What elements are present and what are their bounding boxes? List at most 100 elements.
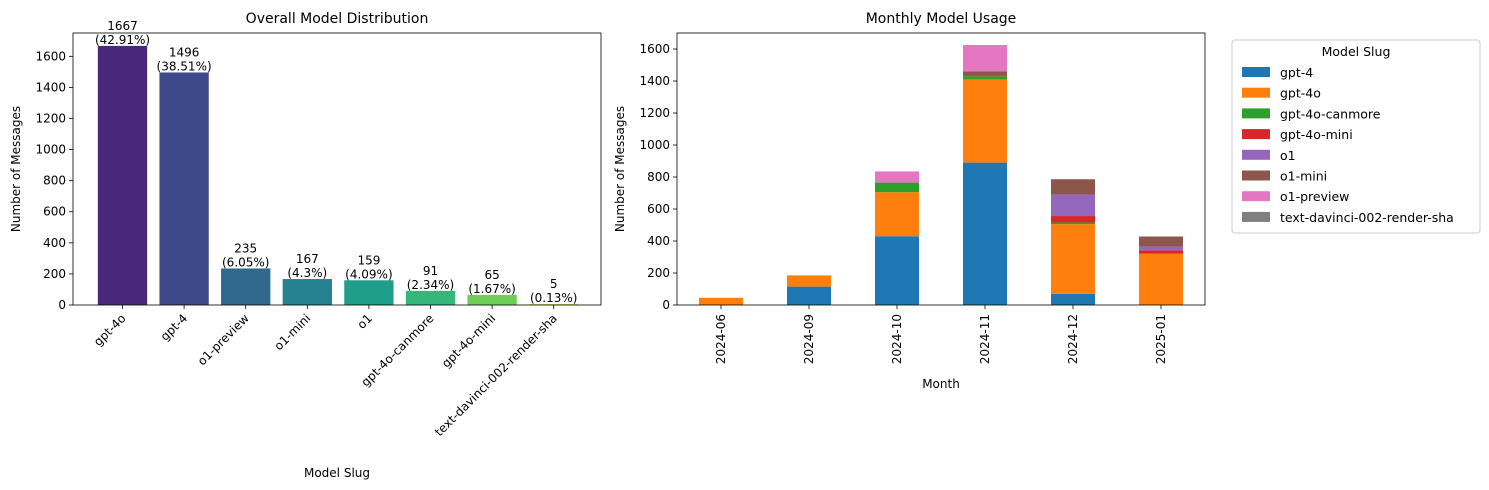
y-tick-label-1600: 1600 [35,49,66,63]
right-y-ticks: 0 200 400 600 800 1000 1200 1400 1600 [639,42,677,312]
legend-label-gpt-4o-canmore: gpt-4o-canmore [1280,106,1381,121]
percent-label-o1-mini: (4.3%) [287,266,327,280]
legend-box [1231,39,1481,234]
bar-o1-preview [221,268,271,305]
y-tick-label-400: 400 [43,236,66,250]
x-tick-label-gpt-4o: gpt-4o [91,311,129,349]
overall-distribution-chart: Overall Model Distribution 0 200 400 600 800… [9,11,602,480]
legend-label-o1-mini: o1-mini [1280,169,1327,184]
bar-segment-2024-12-gpt-4 [1051,293,1095,305]
bar-segment-2024-10-gpt-4 [875,236,919,305]
bar-segment-2025-01-o1-mini [1139,236,1183,247]
x-tick-label-text-davinci-002-render-sha: text-davinci-002-render-sha [432,311,560,439]
x-tick-label-2024-11: 2024-11 [978,314,992,364]
percent-label-o1-preview: (6.05%) [222,255,269,269]
value-label-o1: 159 [357,253,380,267]
y-tick-label-1200: 1200 [639,106,670,120]
y-tick-label-1000: 1000 [639,138,670,152]
right-y-axis-label: Number of Messages [613,106,627,232]
bar-gpt-4 [159,72,209,306]
y-tick-label-1400: 1400 [35,80,66,94]
legend-swatch-gpt-4 [1242,67,1270,77]
y-tick-label-800: 800 [43,174,66,188]
bar-segment-2024-12-gpt-4o-canmore [1051,222,1095,225]
bar-segment-2025-01-gpt-4o [1139,253,1183,305]
legend-title: Model Slug [1322,44,1391,59]
x-tick-label-2024-12: 2024-12 [1066,314,1080,364]
bar-segment-2024-12-gpt-4o-mini [1051,216,1095,223]
bar-segment-2024-10-gpt-4o-canmore [875,182,919,193]
left-chart-title: Overall Model Distribution [246,11,429,27]
legend-swatch-text-davinci-002-render-sha [1242,211,1270,222]
left-y-axis-label: Number of Messages [9,106,23,232]
legend-swatch-gpt-4o [1242,87,1270,98]
y-tick-label-0: 0 [58,298,66,312]
value-label-gpt-4: 1496 [169,45,200,59]
y-tick-label-1200: 1200 [35,111,66,125]
x-tick-label-o1-preview: o1-preview [195,311,252,368]
legend-swatch-gpt-4o-mini [1242,129,1270,140]
bar-segment-2024-09-gpt-4 [787,286,831,305]
y-tick-label-800: 800 [647,170,670,184]
legend: Model Slug gpt-4 gpt-4o gpt-4o-canmore gpt-… [1231,39,1481,234]
legend-items: gpt-4 gpt-4o gpt-4o-canmore gpt-4o-mini o1 o1… [1242,65,1454,225]
value-label-o1-mini: 167 [296,252,319,266]
x-tick-label-2024-10: 2024-10 [890,314,904,364]
legend-label-gpt-4o-mini: gpt-4o-mini [1280,127,1353,142]
y-tick-label-600: 600 [647,202,670,216]
legend-label-gpt-4: gpt-4 [1280,65,1313,80]
x-tick-label-gpt-4o-mini: gpt-4o-mini [439,311,498,370]
y-tick-label-1600: 1600 [639,42,670,56]
percent-label-text-davinci-002-render-sha: (0.13%) [530,291,577,305]
y-tick-label-200: 200 [647,266,670,280]
bar-segment-2024-11-gpt-4o [963,79,1007,163]
right-axes-frame [676,32,1206,306]
y-tick-label-400: 400 [647,234,670,248]
bar-segment-2024-10-o1-preview [875,171,919,183]
bar-segment-2024-11-gpt-4o-mini [963,75,1007,77]
value-label-gpt-4o-mini: 65 [484,268,499,282]
left-x-axis-label: Model Slug [304,466,370,480]
monthly-usage-chart: Monthly Model Usage 0 200 400 600 800 1000 120… [613,11,1206,391]
y-tick-label-200: 200 [43,267,66,281]
bar-o1-mini [282,279,332,305]
bar-segment-2025-01-gpt-4o-mini [1139,250,1183,254]
bar-gpt-4o [97,45,148,305]
value-label-text-davinci-002-render-sha: 5 [550,277,558,291]
left-bars [97,45,579,306]
bar-segment-2024-11-gpt-4 [963,162,1007,305]
bar-segment-2024-11-o1-preview [963,45,1007,72]
percent-label-gpt-4o: (42.91%) [95,33,150,47]
legend-label-o1-preview: o1-preview [1280,189,1349,204]
right-chart-title: Monthly Model Usage [866,11,1017,27]
bar-segment-2024-09-gpt-4o [787,275,831,287]
percent-label-gpt-4o-mini: (1.67%) [468,282,515,296]
bar-segment-2024-12-o1-mini [1051,179,1095,195]
bar-segment-2024-11-o1-mini [963,71,1007,76]
x-tick-label-o1-mini: o1-mini [272,311,314,353]
bar-gpt-4o-mini [467,294,517,305]
bar-segment-2024-12-gpt-4o [1051,224,1095,294]
x-tick-label-2025-01: 2025-01 [1154,314,1168,364]
right-x-ticks: 2024-06 2024-09 2024-10 2024-11 2024-12 2025-… [714,305,1168,364]
right-x-axis-label: Month [922,377,960,391]
x-tick-label-o1: o1 [355,311,375,331]
percent-label-o1: (4.09%) [345,267,392,281]
bar-segment-2024-06-gpt-4o [699,297,743,305]
y-tick-label-0: 0 [662,298,670,312]
right-bars [699,45,1183,305]
legend-label-gpt-4o: gpt-4o [1280,86,1321,101]
bar-segment-2025-01-o1 [1139,246,1183,251]
bar-segment-2024-12-o1 [1051,194,1095,217]
percent-label-gpt-4o-canmore: (2.34%) [407,278,454,292]
value-label-o1-preview: 235 [234,241,257,255]
left-axes-frame [72,32,602,306]
y-tick-label-1000: 1000 [35,143,66,157]
legend-swatch-o1-mini [1242,170,1270,181]
legend-swatch-o1-preview [1242,191,1270,202]
y-tick-label-1400: 1400 [639,74,670,88]
x-tick-label-gpt-4: gpt-4 [158,311,190,343]
bar-o1 [344,280,394,305]
legend-swatch-gpt-4o-canmore [1242,108,1270,119]
